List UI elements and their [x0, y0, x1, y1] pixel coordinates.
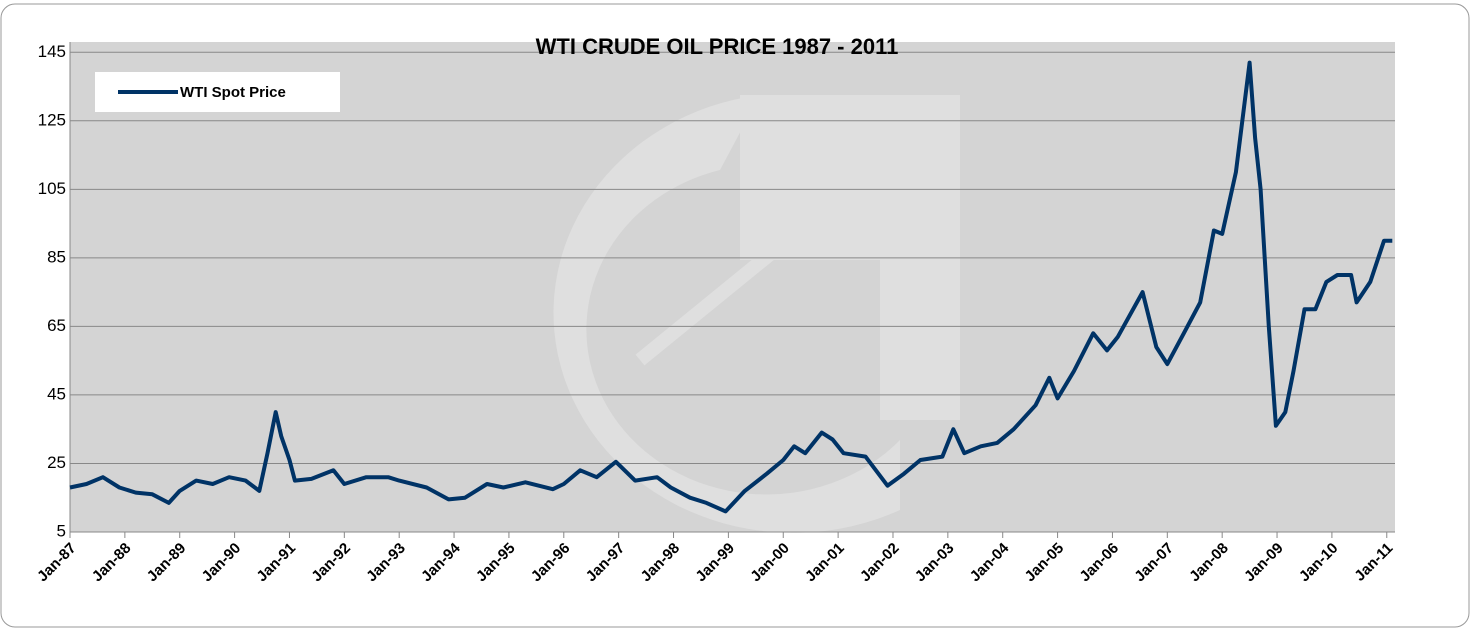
y-tick-label: 145 — [38, 42, 66, 61]
y-tick-label: 125 — [38, 110, 66, 129]
legend-label: WTI Spot Price — [180, 84, 286, 101]
y-tick-label: 105 — [38, 179, 66, 198]
chart-title: WTI CRUDE OIL PRICE 1987 - 2011 — [536, 34, 899, 59]
y-tick-label: 25 — [47, 453, 66, 472]
y-tick-label: 85 — [47, 247, 66, 266]
price-line — [69, 60, 1393, 514]
y-tick-label: 5 — [57, 521, 66, 540]
y-tick-label: 45 — [47, 384, 66, 403]
y-tick-label: 65 — [47, 316, 66, 335]
